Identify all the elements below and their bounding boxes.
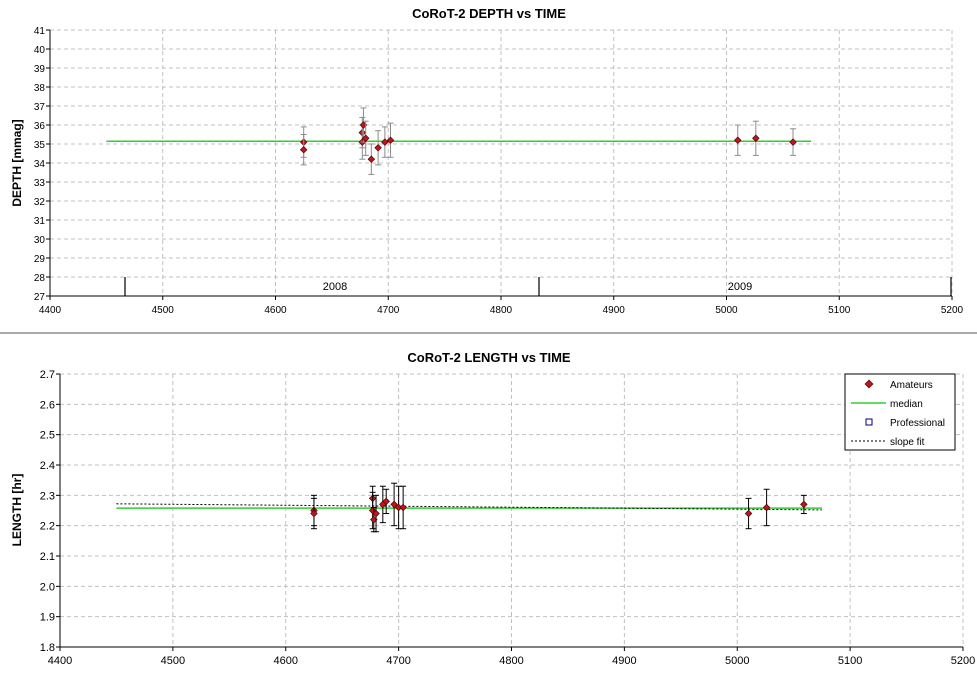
depth-y-tick-label: 31 [34,216,46,227]
depth-data-point [374,144,382,152]
length-x-tick-label: 4400 [48,655,72,667]
legend: Amateurs median Professional slope fit [844,373,956,451]
year-label-2009: 2009 [728,281,752,293]
depth-y-tick-label: 30 [34,235,46,246]
diamond-marker-icon [864,379,874,389]
depth-x-tick-label: 5100 [828,305,851,316]
length-y-tick-label: 1.8 [40,642,55,654]
depth-y-tick-label: 29 [34,254,46,265]
depth-x-tick-label: 4700 [377,305,400,316]
depth-y-axis-label: DEPTH [mmag] [10,119,24,206]
depth-chart-title: CoRoT-2 DEPTH vs TIME [412,6,566,21]
depth-data-point [381,138,389,146]
depth-x-tick-label: 5200 [941,305,964,316]
length-y-tick-label: 2.4 [40,460,55,472]
depth-y-tick-label: 33 [34,178,46,189]
depth-data-point [361,134,370,143]
square-marker-icon [865,418,873,426]
depth-data-point [734,136,742,144]
depth-y-tick-label: 34 [34,159,46,170]
length-chart-title: CoRoT-2 LENGTH vs TIME [407,350,571,365]
legend-label-amateurs: Amateurs [890,380,933,391]
depth-x-tick-label: 4400 [39,305,62,316]
length-y-tick-label: 2.2 [40,521,55,533]
depth-y-tick-label: 41 [34,26,46,37]
length-gridlines [56,373,964,651]
length-data-point [382,497,390,506]
legend-label-median: median [890,399,923,410]
depth-x-tick-label: 4600 [264,305,287,316]
length-data-point [390,500,398,509]
depth-gridlines [46,29,953,300]
legend-item-professional: Professional [865,418,945,429]
depth-y-tick-label: 36 [34,121,46,132]
depth-y-tick-label: 37 [34,102,46,113]
length-data-point [744,509,753,518]
length-y-tick-label: 2.6 [40,399,55,411]
depth-y-tick-label: 27 [34,292,46,303]
depth-x-tick-label: 4800 [490,305,513,316]
depth-y-tick-label: 38 [34,83,46,94]
depth-data-point [299,145,308,154]
depth-y-tick-label: 39 [34,64,46,75]
depth-y-tick-label: 40 [34,45,46,56]
length-x-tick-label: 4700 [386,655,410,667]
length-slope-fit-line [116,503,822,511]
length-data-point [372,509,380,518]
length-y-tick-label: 2.0 [40,581,55,593]
depth-year-bands: 2008 2009 [323,281,752,293]
legend-label-professional: Professional [890,418,945,429]
year-label-2008: 2008 [323,281,347,293]
depth-x-tick-label: 4900 [603,305,626,316]
length-x-tick-label: 4600 [274,655,298,667]
length-x-tick-label: 4900 [612,655,636,667]
length-y-tick-label: 1.9 [40,612,55,624]
depth-x-tick-label: 5000 [715,305,738,316]
depth-data-point [367,155,376,163]
legend-box [844,373,956,451]
length-y-tick-label: 2.3 [40,490,55,502]
depth-y-tick-labels: 27 28 29 30 31 32 33 34 35 36 37 38 39 40 41 [34,26,46,303]
length-y-tick-label: 2.5 [40,430,55,442]
length-data-point [800,500,808,509]
depth-y-tick-label: 35 [34,140,46,151]
length-x-tick-label: 5000 [725,655,749,667]
length-series [116,482,822,533]
length-x-tick-label: 5200 [951,655,975,667]
length-data-point [310,509,318,518]
depth-data-point [386,136,395,144]
legend-item-amateurs: Amateurs [864,379,933,391]
depth-x-tick-label: 4500 [152,305,175,316]
depth-chart: CoRoT-2 DEPTH vs TIME 27 28 29 30 31 32 33 34 35… [10,6,964,316]
length-y-tick-label: 2.1 [40,551,55,563]
depth-data-point [752,134,760,143]
length-x-tick-label: 4500 [161,655,185,667]
length-data-point [762,503,771,512]
depth-x-tick-labels: 4400 4500 4600 4700 4800 4900 5000 5100 5200 [39,305,964,316]
length-x-tick-labels: 4400 4500 4600 4700 4800 4900 5000 5100 5200 [48,655,975,667]
length-chart: CoRoT-2 LENGTH vs TIME 1.8 1.9 2.0 2.1 2.2 2.… [10,350,975,667]
length-y-axis-label: LENGTH [hr] [10,474,24,547]
depth-series [106,107,812,175]
length-y-tick-labels: 1.8 1.9 2.0 2.1 2.2 2.3 2.4 2.5 2.6 2.7 [40,369,55,654]
length-data-point [399,503,407,512]
legend-item-median: median [851,399,923,410]
depth-y-tick-label: 32 [34,197,46,208]
length-y-tick-label: 2.7 [40,369,55,381]
length-x-tick-label: 5100 [838,655,862,667]
legend-item-slope-fit: slope fit [851,437,925,448]
depth-y-tick-label: 28 [34,273,46,284]
length-x-tick-label: 4800 [499,655,523,667]
depth-data-point [789,138,797,146]
legend-label-slope-fit: slope fit [890,437,925,448]
